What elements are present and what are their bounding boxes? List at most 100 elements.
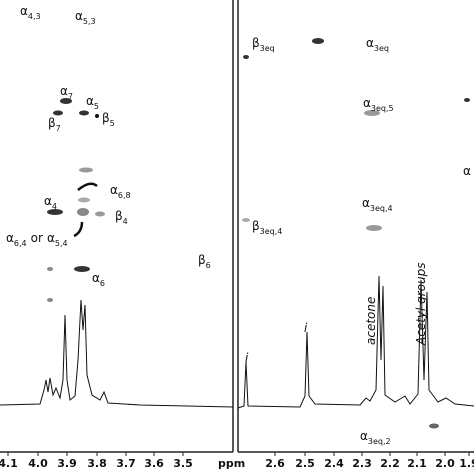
label-base: α	[463, 164, 471, 178]
label-sub: 5,3	[83, 17, 96, 26]
label-base: β	[102, 111, 110, 125]
contour	[47, 209, 63, 215]
label-sub: 3eq,2	[368, 437, 391, 446]
tick-label: 3.8	[87, 457, 107, 470]
peak-label: β7	[48, 116, 61, 133]
label-base: α	[110, 183, 118, 197]
peak-label: α7	[60, 84, 73, 101]
label-base: β	[252, 36, 260, 50]
contour	[60, 98, 72, 104]
arrow	[73, 221, 84, 238]
peak-label: β6	[198, 253, 211, 270]
label-sub: 5	[94, 102, 99, 111]
label-sub: 4	[52, 202, 57, 211]
contour	[74, 266, 90, 272]
tick-label: 2.0	[435, 457, 455, 470]
peak-label: α4	[44, 194, 57, 211]
tick-label: 2.2	[380, 457, 400, 470]
peak-label: α3eq,2	[360, 429, 391, 446]
peak-label: α5,3	[75, 9, 96, 26]
label-base: α	[47, 231, 55, 245]
contour	[242, 218, 250, 222]
label-base: α	[60, 84, 68, 98]
spectrum	[237, 275, 474, 409]
peak-label: Acetyl groups	[414, 262, 428, 346]
label-base: α	[6, 231, 14, 245]
peak-label: α5	[86, 94, 99, 111]
label-sub: 4	[123, 217, 128, 226]
peak-label: i	[245, 351, 249, 365]
peak-label: α3eq	[366, 36, 389, 53]
peak-label: α4,3	[20, 4, 41, 21]
tick-label: 4.1	[0, 457, 18, 470]
label-connector: or	[31, 231, 43, 245]
label-base: β	[252, 219, 260, 233]
label-sub: 6,4	[14, 239, 27, 248]
label-sub: 4,3	[28, 12, 41, 21]
peak-label: β4	[115, 209, 128, 226]
contour	[429, 423, 439, 429]
label-sub: 7	[56, 124, 61, 133]
tick-label: 3.6	[144, 457, 164, 470]
contour	[464, 98, 470, 102]
tick-label: 4.0	[28, 457, 48, 470]
tick-label: 1.9	[459, 457, 474, 470]
peak-label: β3eq	[252, 36, 275, 53]
label-base: β	[48, 116, 56, 130]
tick-label: 2.1	[407, 457, 427, 470]
label-base: α	[44, 194, 52, 208]
contour	[47, 298, 53, 302]
peak-label: α3eq,4	[362, 196, 393, 213]
peak-label: α	[463, 164, 471, 178]
label-sub: 3eq	[374, 44, 389, 53]
tick-label: 3.7	[116, 457, 136, 470]
label-sub: 3eq,4	[260, 227, 283, 236]
label-sub: 3eq,4	[370, 204, 393, 213]
contour	[78, 197, 90, 203]
contour	[366, 225, 382, 231]
peak-label: β3eq,4	[252, 219, 282, 236]
label-sub: 5	[110, 119, 115, 128]
label-base: α	[362, 196, 370, 210]
arrow	[77, 182, 98, 191]
axis-unit: ppm	[218, 457, 245, 470]
peak-label: α6,8	[110, 183, 131, 200]
spectrum	[0, 299, 234, 408]
peak-label: i	[304, 321, 308, 335]
label-base: α	[92, 271, 100, 285]
tick-label: 2.6	[265, 457, 285, 470]
marker	[95, 114, 99, 118]
contours	[47, 38, 470, 429]
label-sub: 7	[68, 92, 73, 101]
label-base: α	[20, 4, 28, 18]
peak-label: α3eq,5	[363, 96, 394, 113]
label-sub: 3eq,5	[371, 104, 394, 113]
tick-label: 2.3	[352, 457, 372, 470]
label-sub: 5,4	[55, 239, 68, 248]
contour	[364, 110, 380, 116]
tick-label: 3.5	[173, 457, 193, 470]
contour	[79, 110, 89, 116]
label-sub: 6	[100, 279, 105, 288]
label-sub: 6,8	[118, 191, 131, 200]
tick-label: 2.4	[324, 457, 344, 470]
label-base: β	[115, 209, 123, 223]
contour	[95, 211, 105, 217]
contour	[47, 267, 53, 271]
peak-label: acetone	[364, 297, 378, 345]
contour	[312, 38, 324, 44]
label-base: β	[198, 253, 206, 267]
label-base: α	[75, 9, 83, 23]
label-sub: 6	[206, 261, 211, 270]
label-base: α	[360, 429, 368, 443]
label-base: α	[86, 94, 94, 108]
peak-label: β5	[102, 111, 115, 128]
contour	[79, 167, 93, 173]
peak-label: α6	[92, 271, 105, 288]
contour	[243, 55, 249, 59]
contour	[53, 110, 63, 116]
label-base: α	[366, 36, 374, 50]
tick-label: 3.9	[57, 457, 77, 470]
